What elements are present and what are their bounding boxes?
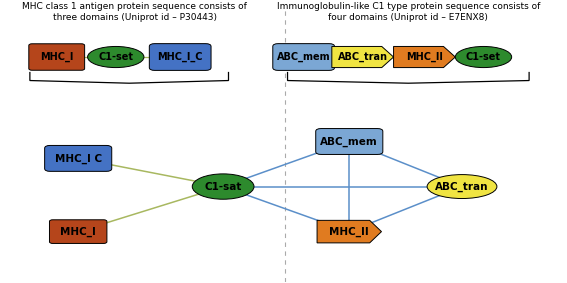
Text: C1-sat: C1-sat xyxy=(205,182,242,192)
Ellipse shape xyxy=(455,46,511,68)
FancyBboxPatch shape xyxy=(29,44,84,70)
Polygon shape xyxy=(332,46,393,68)
Text: MHC class 1 antigen protein sequence consists of
three domains (Uniprot id – P30: MHC class 1 antigen protein sequence con… xyxy=(22,2,247,22)
Ellipse shape xyxy=(427,175,497,199)
Ellipse shape xyxy=(87,46,144,68)
Polygon shape xyxy=(317,220,382,243)
Text: ABC_mem: ABC_mem xyxy=(320,136,378,147)
FancyBboxPatch shape xyxy=(149,44,211,70)
FancyBboxPatch shape xyxy=(45,145,112,171)
Text: ABC_tran: ABC_tran xyxy=(338,52,388,62)
FancyBboxPatch shape xyxy=(49,220,107,243)
Text: ABC_mem: ABC_mem xyxy=(277,52,331,62)
Text: Immunoglobulin-like C1 type protein sequence consists of
four domains (Uniprot i: Immunoglobulin-like C1 type protein sequ… xyxy=(277,2,540,22)
Text: C1-set: C1-set xyxy=(466,52,501,62)
Text: MHC_I_C: MHC_I_C xyxy=(158,52,203,62)
Text: MHC_I: MHC_I xyxy=(40,52,73,62)
Text: C1-set: C1-set xyxy=(98,52,133,62)
Text: MHC_I: MHC_I xyxy=(60,226,96,237)
Text: MHC_II: MHC_II xyxy=(329,226,369,237)
Text: ABC_tran: ABC_tran xyxy=(435,181,489,192)
FancyBboxPatch shape xyxy=(316,128,383,155)
FancyBboxPatch shape xyxy=(273,44,335,70)
Polygon shape xyxy=(393,46,455,68)
Text: MHC_I C: MHC_I C xyxy=(54,153,101,164)
Ellipse shape xyxy=(192,174,254,199)
Text: MHC_II: MHC_II xyxy=(406,52,443,62)
